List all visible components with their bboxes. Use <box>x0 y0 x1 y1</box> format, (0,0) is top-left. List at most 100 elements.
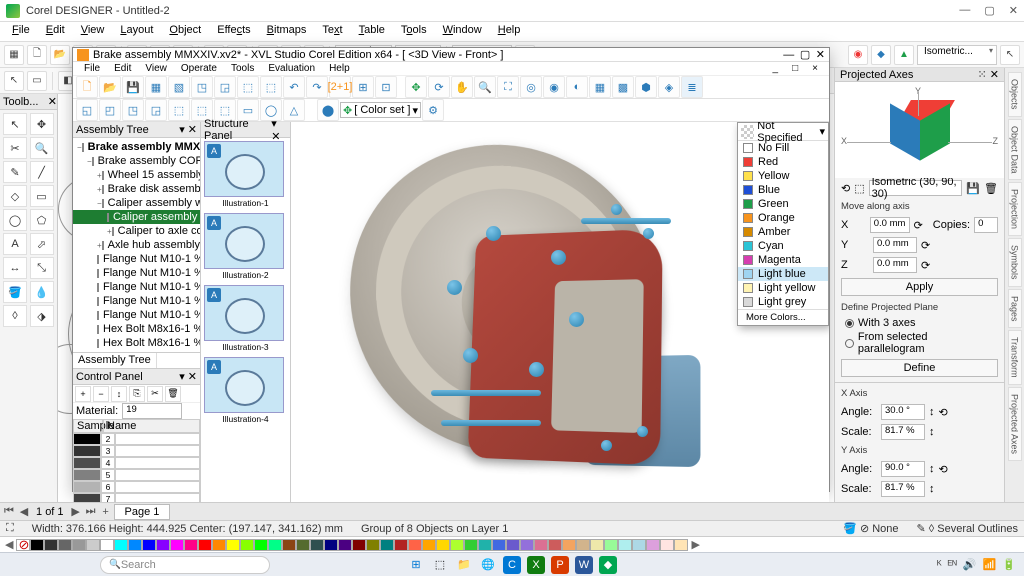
palette-swatch[interactable] <box>674 539 688 551</box>
system-tray[interactable]: ᴷᴱᴺ🔊📶🔋 <box>937 558 1016 571</box>
tool-crop[interactable]: ✂ <box>3 137 27 159</box>
doc-close-button[interactable]: ✕ <box>816 48 825 61</box>
tree-item[interactable]: −Brake assembly COREL <box>73 154 200 168</box>
palette-swatch[interactable] <box>254 539 268 551</box>
doc-menubar[interactable]: File Edit View Operate Tools Evaluation … <box>73 62 829 76</box>
color-menu-item[interactable]: Cyan <box>738 239 828 253</box>
palette-swatch[interactable] <box>240 539 254 551</box>
db-zoom[interactable]: 🔍 <box>474 76 496 98</box>
palette-swatch[interactable] <box>72 539 86 551</box>
tool-callout[interactable]: ⬀ <box>30 233 54 255</box>
main-menubar[interactable]: File Edit View Layout Object Effects Bit… <box>0 22 1024 42</box>
menu-help[interactable]: Help <box>490 22 529 41</box>
tree-item[interactable]: Hex Bolt M8x16-1 %10 <box>73 336 200 350</box>
db-open[interactable]: 📂 <box>99 76 121 98</box>
x-scale-input[interactable]: 81.7 % <box>881 424 925 440</box>
tool-polygon[interactable]: ⬠ <box>30 209 54 231</box>
tree-item[interactable]: Flange Nut M10-1 %3 <box>73 280 200 294</box>
iso-select[interactable]: Isometric (30, 90, 30) <box>869 180 963 196</box>
doc-inner-close[interactable]: × <box>805 62 825 75</box>
cursor-button[interactable]: ↖ <box>1000 45 1020 65</box>
db-v7[interactable]: ◈ <box>658 76 680 98</box>
radio-parallelogram[interactable]: From selected parallelogram <box>835 330 1004 356</box>
palette-swatch[interactable] <box>366 539 380 551</box>
db2-5[interactable]: ⬚ <box>168 99 190 121</box>
palette-swatch[interactable] <box>30 539 44 551</box>
define-button[interactable]: Define <box>841 359 998 377</box>
new-button[interactable]: 🗋 <box>27 45 47 65</box>
palette-swatch[interactable] <box>478 539 492 551</box>
db-layers[interactable]: ≣ <box>681 76 703 98</box>
doc-titlebar[interactable]: Brake assembly MMXXIV.xv2* - XVL Studio … <box>73 48 829 62</box>
col3-button[interactable]: ▲ <box>894 45 914 65</box>
y-scale-input[interactable]: 81.7 % <box>881 481 925 497</box>
more-colors-item[interactable]: More Colors... <box>738 309 828 325</box>
y-angle-input[interactable]: 90.0 ° <box>881 461 925 477</box>
db-save[interactable]: 💾 <box>122 76 144 98</box>
page-add[interactable]: + <box>99 506 113 518</box>
color-menu-item[interactable]: Light blue <box>738 267 828 281</box>
palette-swatch[interactable] <box>520 539 534 551</box>
tree-item[interactable]: Caliper assembly COR <box>73 210 200 224</box>
palette-swatch[interactable] <box>44 539 58 551</box>
palette-swatch[interactable] <box>184 539 198 551</box>
copies-input[interactable]: 0 <box>974 217 998 233</box>
dmenu-operate[interactable]: Operate <box>174 62 224 75</box>
db-v1[interactable]: ◎ <box>520 76 542 98</box>
palette-swatch[interactable] <box>310 539 324 551</box>
tool-eyedrop[interactable]: 💧 <box>30 281 54 303</box>
dmenu-help[interactable]: Help <box>322 62 357 75</box>
side-tab[interactable]: Projected Axes <box>1008 387 1022 461</box>
menu-tools[interactable]: Tools <box>393 22 435 41</box>
db-b3[interactable]: ◳ <box>191 76 213 98</box>
tool-rect[interactable]: ▭ <box>30 185 54 207</box>
col1-button[interactable]: ◉ <box>848 45 868 65</box>
radio-3axes[interactable]: With 3 axes <box>835 316 1004 330</box>
move-x-input[interactable]: 0.0 mm <box>870 217 910 233</box>
menu-file[interactable]: File <box>4 22 38 41</box>
palette-swatch[interactable] <box>226 539 240 551</box>
db-v3[interactable]: ◐ <box>566 76 588 98</box>
tree-item[interactable]: Flange Nut M10-1 %5 <box>73 308 200 322</box>
menu-object[interactable]: Object <box>161 22 209 41</box>
palette-swatch[interactable] <box>296 539 310 551</box>
db-move[interactable]: ✥ <box>405 76 427 98</box>
tree-item[interactable]: −Caliper assembly with sh <box>73 196 200 210</box>
illustration-thumb[interactable]: AIllustration-3 <box>204 285 287 352</box>
new-doc-button[interactable]: ▦ <box>4 45 24 65</box>
db-b2[interactable]: ▧ <box>168 76 190 98</box>
palette-swatch[interactable] <box>576 539 590 551</box>
open-button[interactable]: 📂 <box>50 45 70 65</box>
palette-swatch[interactable] <box>352 539 366 551</box>
isometric-dropdown[interactable]: Isometric... <box>917 45 997 65</box>
corel-icon[interactable]: ◆ <box>599 556 617 574</box>
color-menu-item[interactable]: Amber <box>738 225 828 239</box>
palette-swatch[interactable] <box>86 539 100 551</box>
menu-table[interactable]: Table <box>351 22 393 41</box>
side-tab[interactable]: Object Data <box>1008 119 1022 181</box>
doc-inner-max[interactable]: □ <box>785 62 805 75</box>
doc-min-button[interactable]: — <box>783 49 794 61</box>
tree-item[interactable]: +Brake disk assembly-1 <box>73 182 200 196</box>
palette-swatch[interactable] <box>562 539 576 551</box>
palette-swatch[interactable] <box>324 539 338 551</box>
palette-swatch[interactable] <box>506 539 520 551</box>
db-v5[interactable]: ▩ <box>612 76 634 98</box>
tree-item[interactable]: +Axle hub assembly-1 <box>73 238 200 252</box>
db-c3[interactable]: ⊡ <box>375 76 397 98</box>
side-tab[interactable]: Projection <box>1008 182 1022 236</box>
outline-indicator[interactable]: ✎ ◊ Several Outlines <box>917 522 1018 535</box>
palette-swatch[interactable] <box>450 539 464 551</box>
menu-effects[interactable]: Effects <box>209 22 258 41</box>
side-tab[interactable]: Objects <box>1008 72 1022 117</box>
move-z-input[interactable]: 0.0 mm <box>873 257 917 273</box>
db-new[interactable]: 🗋 <box>76 76 98 98</box>
dmenu-edit[interactable]: Edit <box>107 62 138 75</box>
palette-swatch[interactable] <box>114 539 128 551</box>
windows-taskbar[interactable]: 🔍 Search ⊞ ⬚ 📁 🌐 C X P W ◆ ᴷᴱᴺ🔊📶🔋 <box>0 552 1024 576</box>
page-last[interactable]: ⏭ <box>84 505 98 518</box>
palette-swatch[interactable] <box>408 539 422 551</box>
minimize-button[interactable]: — <box>959 4 970 17</box>
save-preset-button[interactable]: 💾 <box>966 182 980 195</box>
tool-text[interactable]: A <box>3 233 27 255</box>
